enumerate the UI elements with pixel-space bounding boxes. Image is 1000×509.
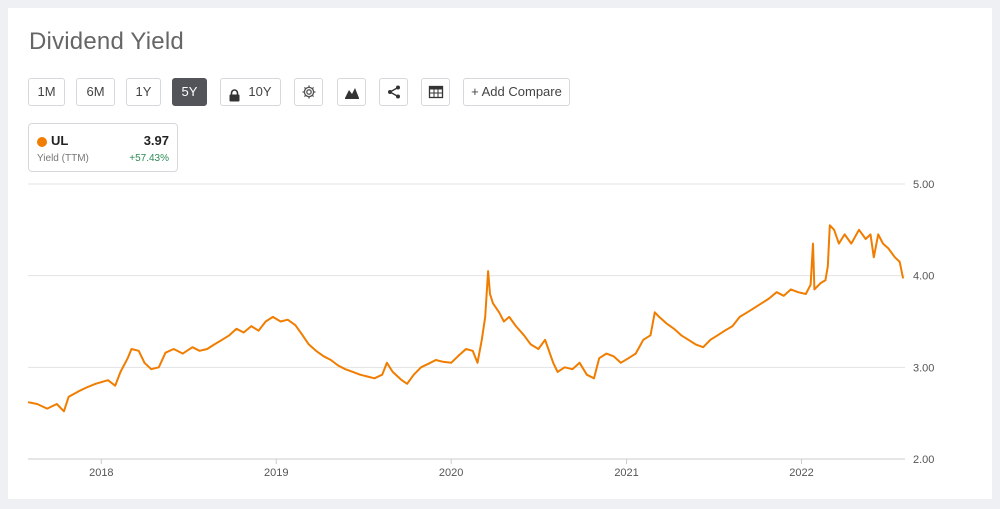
range-5y-button[interactable]: 5Y (172, 78, 207, 106)
gear-icon (295, 84, 322, 100)
lock-icon (229, 84, 240, 102)
page-title: Dividend Yield (29, 28, 184, 55)
chart-type-button[interactable] (337, 78, 366, 106)
add-compare-button[interactable]: + Add Compare (463, 78, 570, 106)
y-tick-label: 5.00 (913, 179, 934, 191)
legend-metric: Yield (TTM) (37, 153, 89, 164)
legend-value: 3.97 (143, 133, 169, 148)
y-tick-label: 3.00 (913, 362, 934, 374)
table-button[interactable] (421, 78, 450, 106)
x-tick-label: 2018 (89, 467, 113, 479)
x-tick-label: 2021 (614, 467, 638, 479)
range-1m-button[interactable]: 1M (28, 78, 65, 106)
range-10y-label: 10Y (248, 84, 272, 99)
table-icon (422, 84, 449, 100)
legend-ticker: UL (51, 133, 69, 148)
range-10y-button[interactable]: 10Y (220, 78, 281, 106)
share-button[interactable] (379, 78, 408, 106)
x-tick-label: 2019 (264, 467, 288, 479)
x-tick-label: 2022 (789, 467, 813, 479)
y-tick-label: 2.00 (913, 454, 934, 466)
legend-change: +57.43% (129, 153, 169, 164)
x-tick-label: 2020 (439, 467, 463, 479)
series-line (27, 224, 905, 413)
range-6m-button[interactable]: 6M (76, 78, 115, 106)
range-1y-button[interactable]: 1Y (126, 78, 161, 106)
share-icon (380, 84, 407, 100)
legend-box: UL 3.97 Yield (TTM) +57.43% (28, 123, 178, 172)
settings-button[interactable] (294, 78, 323, 106)
chart-type-icon (338, 84, 365, 100)
series-color-dot (37, 137, 47, 147)
y-tick-label: 4.00 (913, 271, 934, 283)
